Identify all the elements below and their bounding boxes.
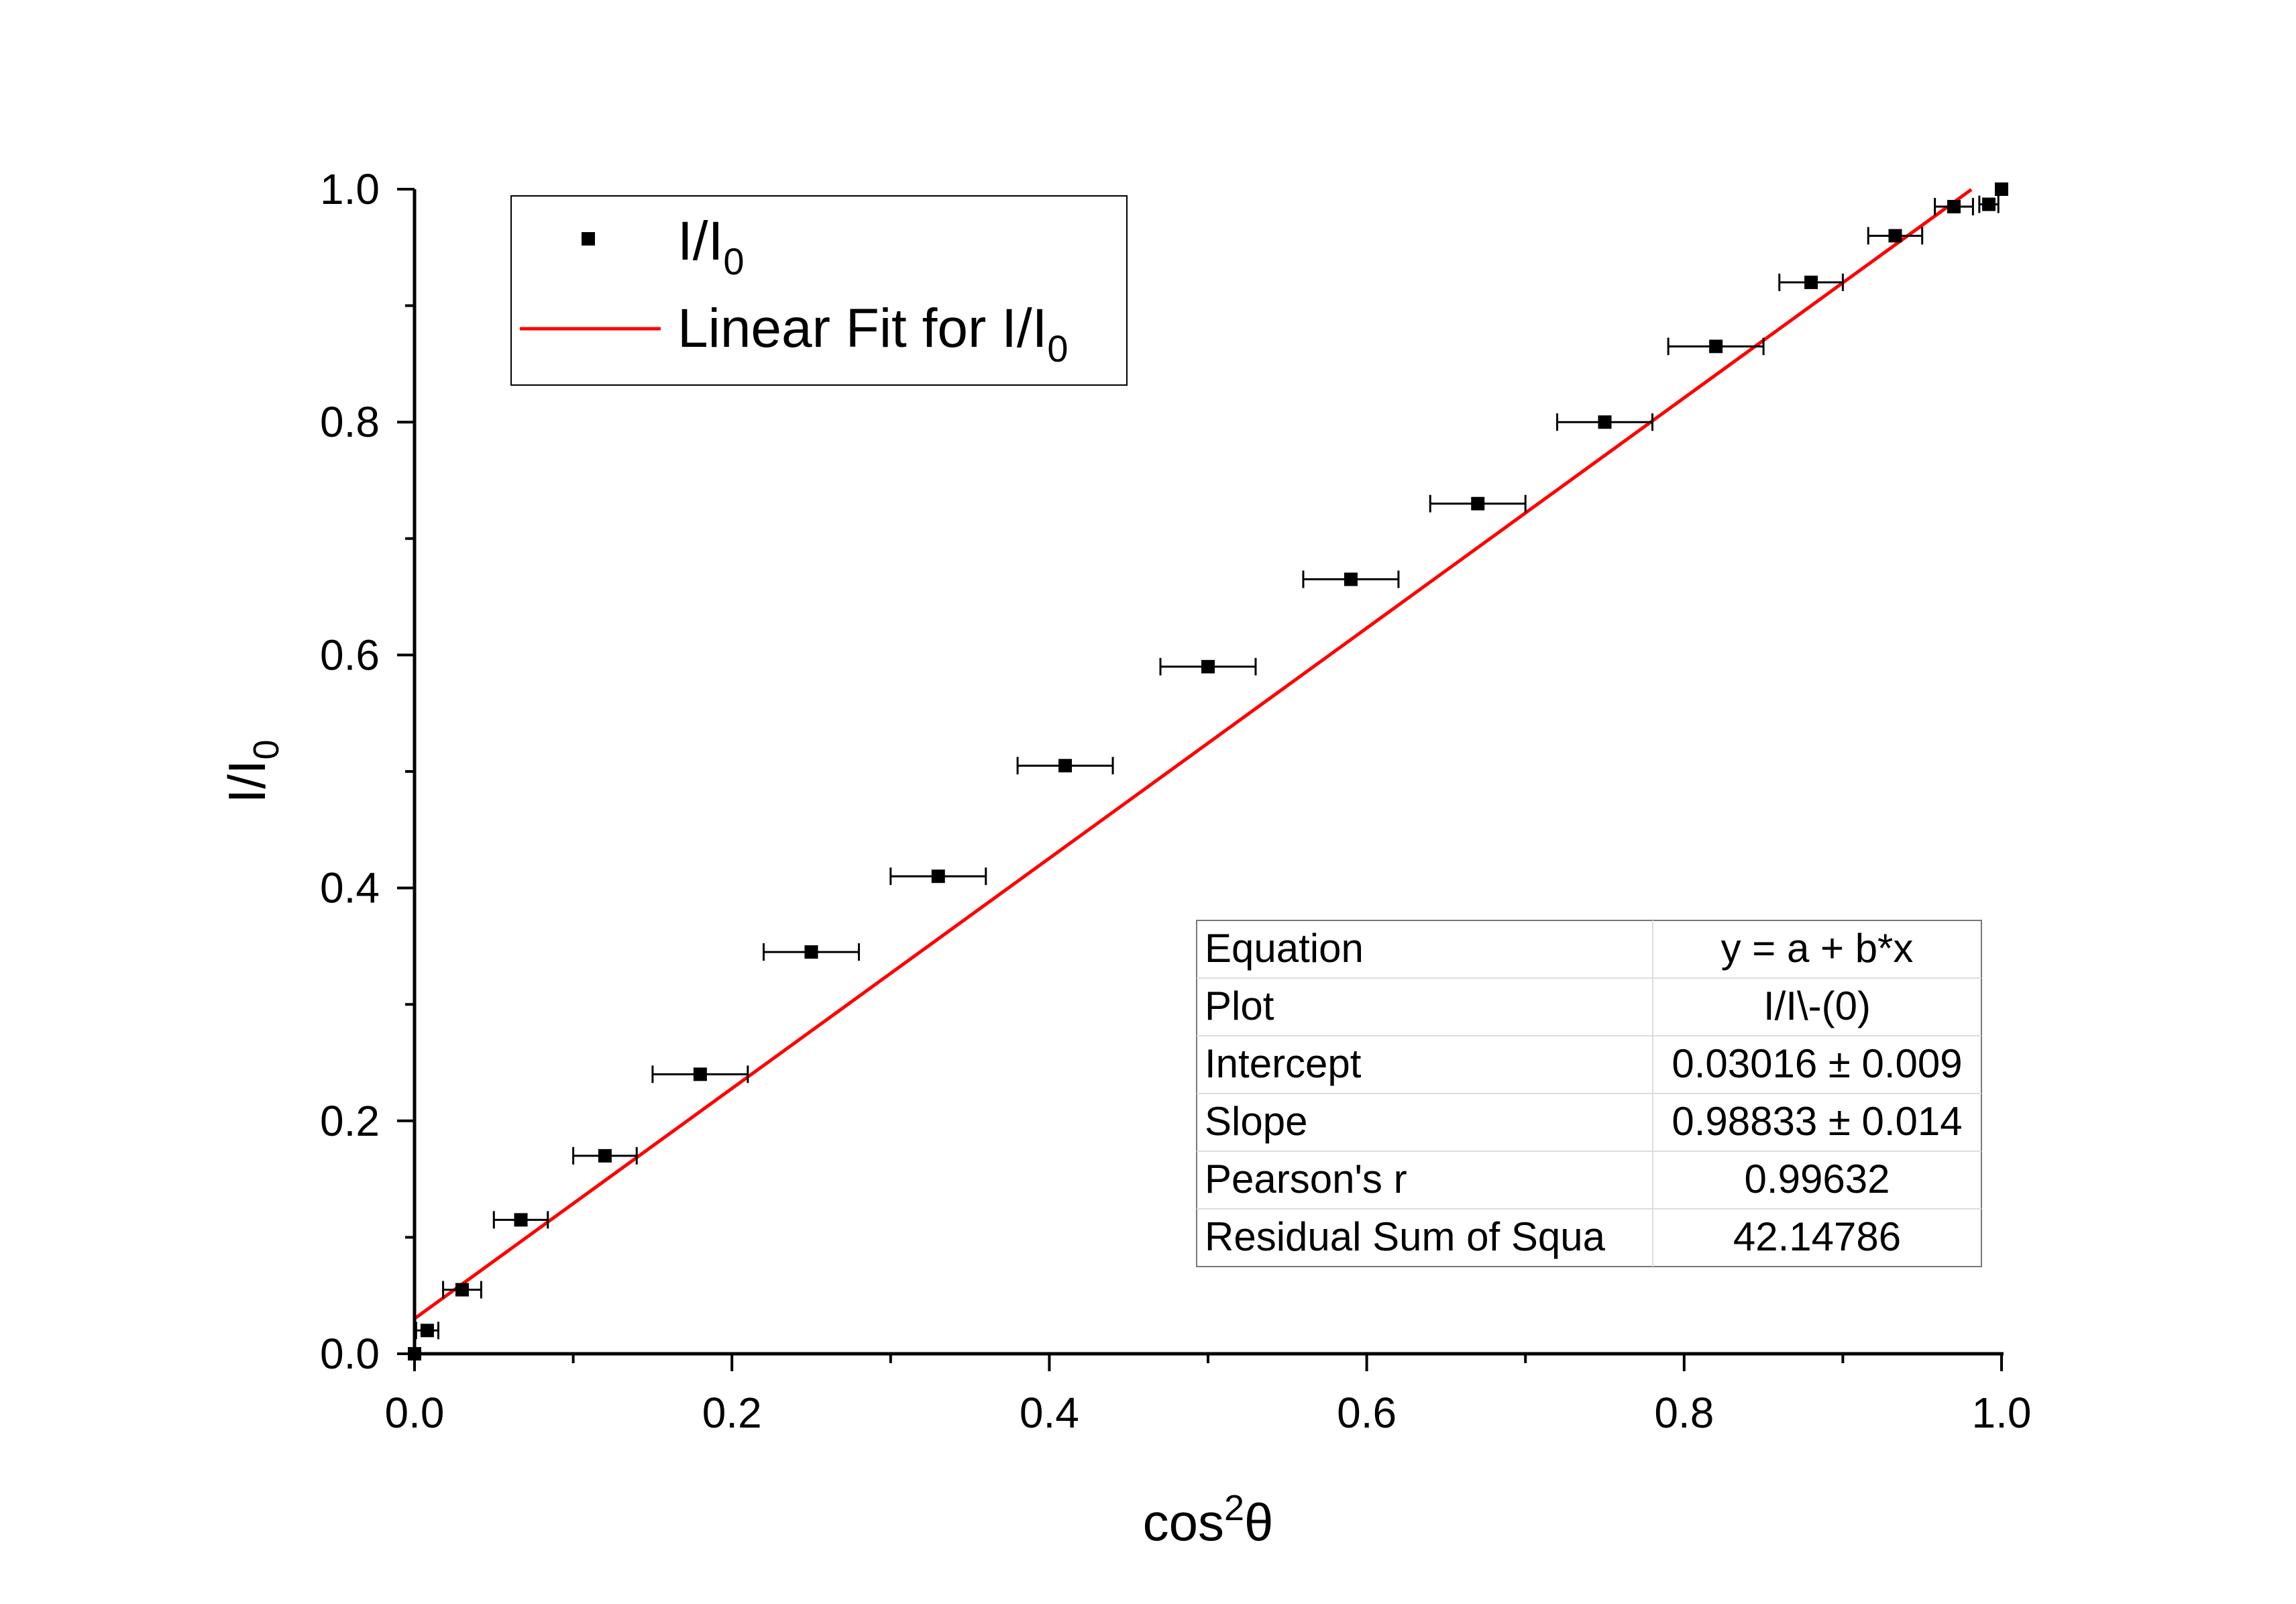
stats-value: I/I\-(0)	[1763, 983, 1871, 1028]
y-tick-label: 0.6	[320, 631, 380, 679]
data-point	[1804, 275, 1818, 289]
stats-key: Equation	[1205, 926, 1364, 971]
stats-key: Plot	[1205, 983, 1274, 1028]
data-point	[455, 1283, 469, 1297]
data-point	[1344, 572, 1358, 586]
data-point	[420, 1324, 434, 1338]
legend-label-fit: Linear Fit for I/I0	[677, 298, 1069, 370]
stats-value: y = a + b*x	[1721, 926, 1914, 971]
fit-line	[413, 188, 1973, 1320]
data-point	[693, 1067, 707, 1081]
data-point	[1201, 659, 1215, 674]
x-tick-label: 1.0	[1972, 1389, 2032, 1437]
stats-key: Intercept	[1205, 1041, 1362, 1086]
data-point	[931, 869, 945, 884]
fit-stats-table: Equation y = a + b*x Plot I/I\-(0) Intercept…	[1196, 920, 1982, 1267]
data-point	[1709, 339, 1723, 354]
legend-label-data: I/I0	[677, 211, 745, 282]
legend-marker-square	[582, 232, 595, 246]
x-axis-title: cos2θ	[1143, 1488, 1274, 1552]
x-tick-label: 0.0	[385, 1389, 445, 1437]
y-tick-label: 0.2	[320, 1097, 380, 1145]
x-tick-label: 0.6	[1337, 1389, 1397, 1437]
stats-key: Pearson's r	[1205, 1157, 1407, 1201]
legend-box	[510, 195, 1128, 386]
stats-value: 0.99632	[1745, 1157, 1890, 1201]
stats-value: 0.98833 ± 0.014	[1672, 1099, 1962, 1144]
data-point	[1982, 197, 1996, 211]
data-point	[1058, 759, 1073, 773]
axes: 0.0 0.2 0.4 0.6 0.8 1.0 0.0 0.2 0.4 0.6 0.8 1.0	[320, 165, 2031, 1437]
data-point	[598, 1148, 612, 1163]
y-tick-label: 1.0	[320, 165, 380, 213]
stats-value: 42.14786	[1733, 1214, 1901, 1259]
x-tick-label: 0.4	[1020, 1389, 1079, 1437]
y-tick-label: 0.0	[320, 1330, 380, 1378]
x-tick-label: 0.8	[1654, 1389, 1714, 1437]
data-point	[1947, 200, 1961, 214]
data-point	[804, 945, 818, 959]
stats-value: 0.03016 ± 0.009	[1672, 1041, 1962, 1086]
y-axis-title: I/I0	[217, 739, 286, 803]
plot-area	[408, 182, 2008, 1360]
data-point	[514, 1213, 528, 1227]
y-tick-label: 0.4	[320, 864, 380, 912]
stats-key: Residual Sum of Squa	[1205, 1214, 1606, 1259]
data-point	[1888, 229, 1902, 243]
legend: I/I0 Linear Fit for I/I0	[510, 195, 1128, 386]
data-point	[1471, 496, 1485, 511]
data-point	[1598, 415, 1612, 429]
stats-key: Slope	[1205, 1099, 1307, 1144]
y-tick-label: 0.8	[320, 398, 380, 446]
x-tick-label: 0.2	[702, 1389, 762, 1437]
data-point	[1995, 182, 2008, 196]
